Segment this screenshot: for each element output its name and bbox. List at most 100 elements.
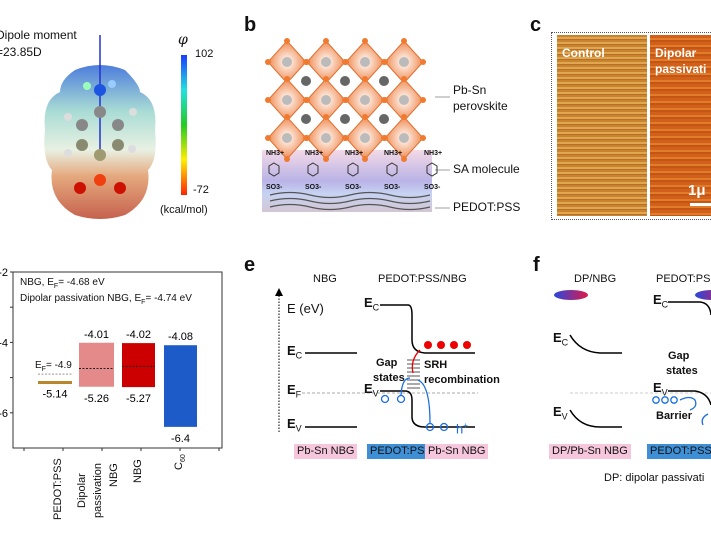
f-dp-ec-curve — [569, 334, 622, 354]
halide-atom — [265, 97, 271, 103]
halide-atom — [362, 76, 368, 82]
nh3-group: NH3+ — [266, 150, 285, 157]
interface-ec-curve — [380, 304, 475, 354]
e-int-ec-label: EC — [364, 295, 380, 313]
gap-states-hatch — [407, 359, 420, 389]
a-site-cation — [340, 114, 350, 124]
a-site-cation — [301, 114, 311, 124]
plot-frame — [12, 271, 223, 449]
a-site-cation — [301, 76, 311, 86]
e-title-interface: PEDOT:PSS/NBG — [378, 273, 467, 285]
b-site-atom — [321, 57, 331, 67]
colorbar — [181, 55, 187, 195]
e-srh-label-1: SRH — [424, 359, 448, 371]
panel-label-c: c — [530, 14, 542, 36]
perovskite-lattice — [262, 38, 450, 212]
y-tick-label: -2 — [0, 267, 8, 279]
halide-atom — [304, 59, 310, 65]
so3-group: SO3- — [266, 184, 283, 191]
colorbar-symbol: φ — [178, 32, 188, 48]
halide-atom — [362, 156, 368, 162]
halide-atom — [401, 38, 407, 44]
e-hole-label: h+ — [456, 421, 468, 437]
e-title-nbg: NBG — [313, 273, 337, 285]
halide-atom — [323, 76, 329, 82]
so3-group: SO3- — [345, 184, 362, 191]
b-site-atom — [360, 95, 370, 105]
halide-atom — [343, 59, 349, 65]
hole-transfer-arrows — [400, 377, 431, 424]
b-site-atom — [282, 133, 292, 143]
b-site-atom — [321, 133, 331, 143]
y-tick-label: -4 — [0, 337, 8, 349]
afm-image-dipolar — [650, 35, 711, 216]
panel-label-b: b — [244, 14, 257, 36]
halide-atom — [284, 156, 290, 162]
halide-atom — [420, 97, 426, 103]
y-tick-label: -6 — [0, 408, 8, 420]
scale-bar-label: 1μ — [688, 182, 706, 199]
e-gap-label-2: states — [373, 372, 405, 384]
a-site-cation — [340, 76, 350, 86]
halide-atom — [401, 156, 407, 162]
halide-atom — [265, 59, 271, 65]
perovskite-label-2: perovskite — [453, 99, 508, 113]
f-int-ec-curve — [668, 301, 711, 316]
bar-2 — [122, 343, 155, 388]
nh3-group: NH3+ — [424, 150, 443, 157]
interface-ev-curve — [380, 390, 475, 428]
f-gap-label-2: states — [666, 365, 698, 377]
f-title-dp-nbg: DP/NBG — [574, 273, 617, 285]
f-int-ev-curve — [668, 390, 711, 406]
f-barrier-arrows — [679, 396, 709, 426]
sa-molecule-label: SA molecule — [453, 162, 520, 176]
annotation-nbg-ef: NBG, EF= -4.68 eV — [20, 277, 105, 290]
halide-atom — [304, 97, 310, 103]
so3-group: SO3- — [305, 184, 322, 191]
halide-atom — [420, 59, 426, 65]
bar-3 — [164, 345, 197, 427]
pedot-chains — [269, 191, 431, 211]
benzene-ring — [307, 162, 319, 177]
bar-1 — [79, 342, 114, 387]
benzene-ring — [426, 162, 438, 177]
halide-atom — [401, 114, 407, 120]
nh3-group: NH3+ — [305, 150, 324, 157]
a-site-cation — [379, 76, 389, 86]
b-site-atom — [321, 95, 331, 105]
f-title-interface: PEDOT:PSS — [656, 273, 711, 285]
molecule-atoms — [64, 80, 137, 194]
b-site-atom — [360, 133, 370, 143]
f-int-ec-label: EC — [653, 292, 669, 310]
bar-pedot-level — [38, 381, 72, 385]
f-dp-ev-label: EV — [553, 404, 568, 422]
halide-atom — [343, 135, 349, 141]
e-tag-nbg: Pb-Sn NBG — [294, 444, 358, 459]
holes — [380, 394, 449, 432]
halide-atom — [323, 156, 329, 162]
f-tag-dp-nbg: DP/Pb-Sn NBG — [549, 444, 631, 459]
nh3-group: NH3+ — [384, 150, 403, 157]
f-int-ev-label: EV — [653, 380, 668, 398]
halide-atom — [304, 135, 310, 141]
energy-level-chart: -2 -4 -6 -5.14 -4.01 -5.26 -4.02 -5.27 -4.08 -6.4 — [0, 267, 223, 451]
b-site-atom — [282, 57, 292, 67]
halide-atom — [362, 114, 368, 120]
f-gap-label-1: Gap — [668, 350, 690, 362]
halide-atom — [382, 59, 388, 65]
dipolar-label-1: Dipolar — [655, 46, 697, 60]
bar-top-label: -4.01 — [84, 329, 109, 341]
halide-atom — [343, 97, 349, 103]
halide-atom — [323, 114, 329, 120]
f-footnote: DP: dipolar passivati — [604, 472, 705, 484]
annotation-dp-nbg-ef: Dipolar passivation NBG, EF= -4.74 eV — [20, 293, 192, 306]
e-gap-label-1: Gap — [376, 357, 398, 369]
halide-atom — [284, 114, 290, 120]
pedot-label: PEDOT:PSS — [453, 200, 521, 214]
electrons — [424, 341, 471, 349]
afm-frame — [551, 32, 711, 220]
bar-top-label: -4.08 — [168, 331, 193, 343]
b-site-atom — [399, 95, 409, 105]
halide-atom — [284, 76, 290, 82]
